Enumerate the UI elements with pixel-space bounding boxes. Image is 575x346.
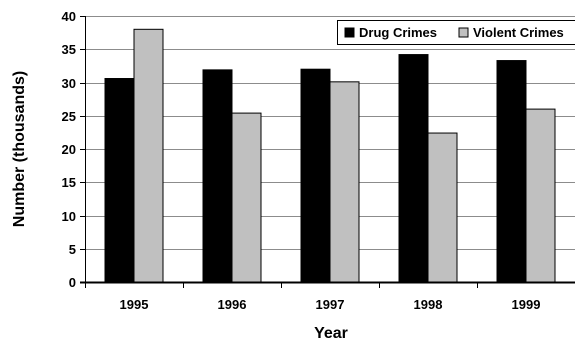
bar-drug-crimes-1999 [496, 60, 527, 283]
x-axis-title: Year [314, 325, 348, 342]
x-tick-label: 1998 [414, 297, 443, 312]
bar-violent-crimes-1995 [133, 28, 164, 283]
bar-violent-crimes-1997 [329, 81, 360, 283]
bar-violent-crimes-1996 [231, 112, 262, 283]
y-tick-label: 25 [62, 109, 76, 124]
x-tick-label: 1997 [316, 297, 345, 312]
bar-violent-crimes-1998 [427, 132, 458, 283]
x-tick-label: 1995 [120, 297, 149, 312]
x-tick-label: 1996 [218, 297, 247, 312]
tick-labels: 0 5 10 15 20 25 30 35 40 1995 1996 1997 1998 1999 [62, 9, 541, 312]
y-tick-label: 5 [69, 242, 76, 257]
y-tick-label: 0 [69, 275, 76, 290]
legend-box [337, 20, 575, 45]
axes [80, 16, 575, 288]
legend: Drug Crimes Violent Crimes [337, 20, 575, 45]
bar-drug-crimes-1998 [398, 54, 429, 283]
bar-drug-crimes-1995 [104, 78, 135, 283]
legend-label-drug-crimes: Drug Crimes [359, 25, 437, 40]
bar-drug-crimes-1997 [300, 68, 331, 283]
y-tick-label: 35 [62, 42, 76, 57]
legend-label-violent-crimes: Violent Crimes [473, 25, 564, 40]
bars [104, 28, 556, 283]
bar-drug-crimes-1996 [202, 69, 233, 283]
bar-violent-crimes-1999 [525, 108, 556, 283]
y-axis-title: Number (thousands) [11, 71, 28, 227]
y-tick-label: 40 [62, 9, 76, 24]
y-tick-label: 20 [62, 142, 76, 157]
y-tick-label: 10 [62, 209, 76, 224]
legend-swatch-violent-crimes [458, 27, 469, 38]
x-tick-label: 1999 [512, 297, 541, 312]
y-tick-label: 15 [62, 175, 76, 190]
y-tick-label: 30 [62, 76, 76, 91]
legend-swatch-drug-crimes [344, 27, 355, 38]
